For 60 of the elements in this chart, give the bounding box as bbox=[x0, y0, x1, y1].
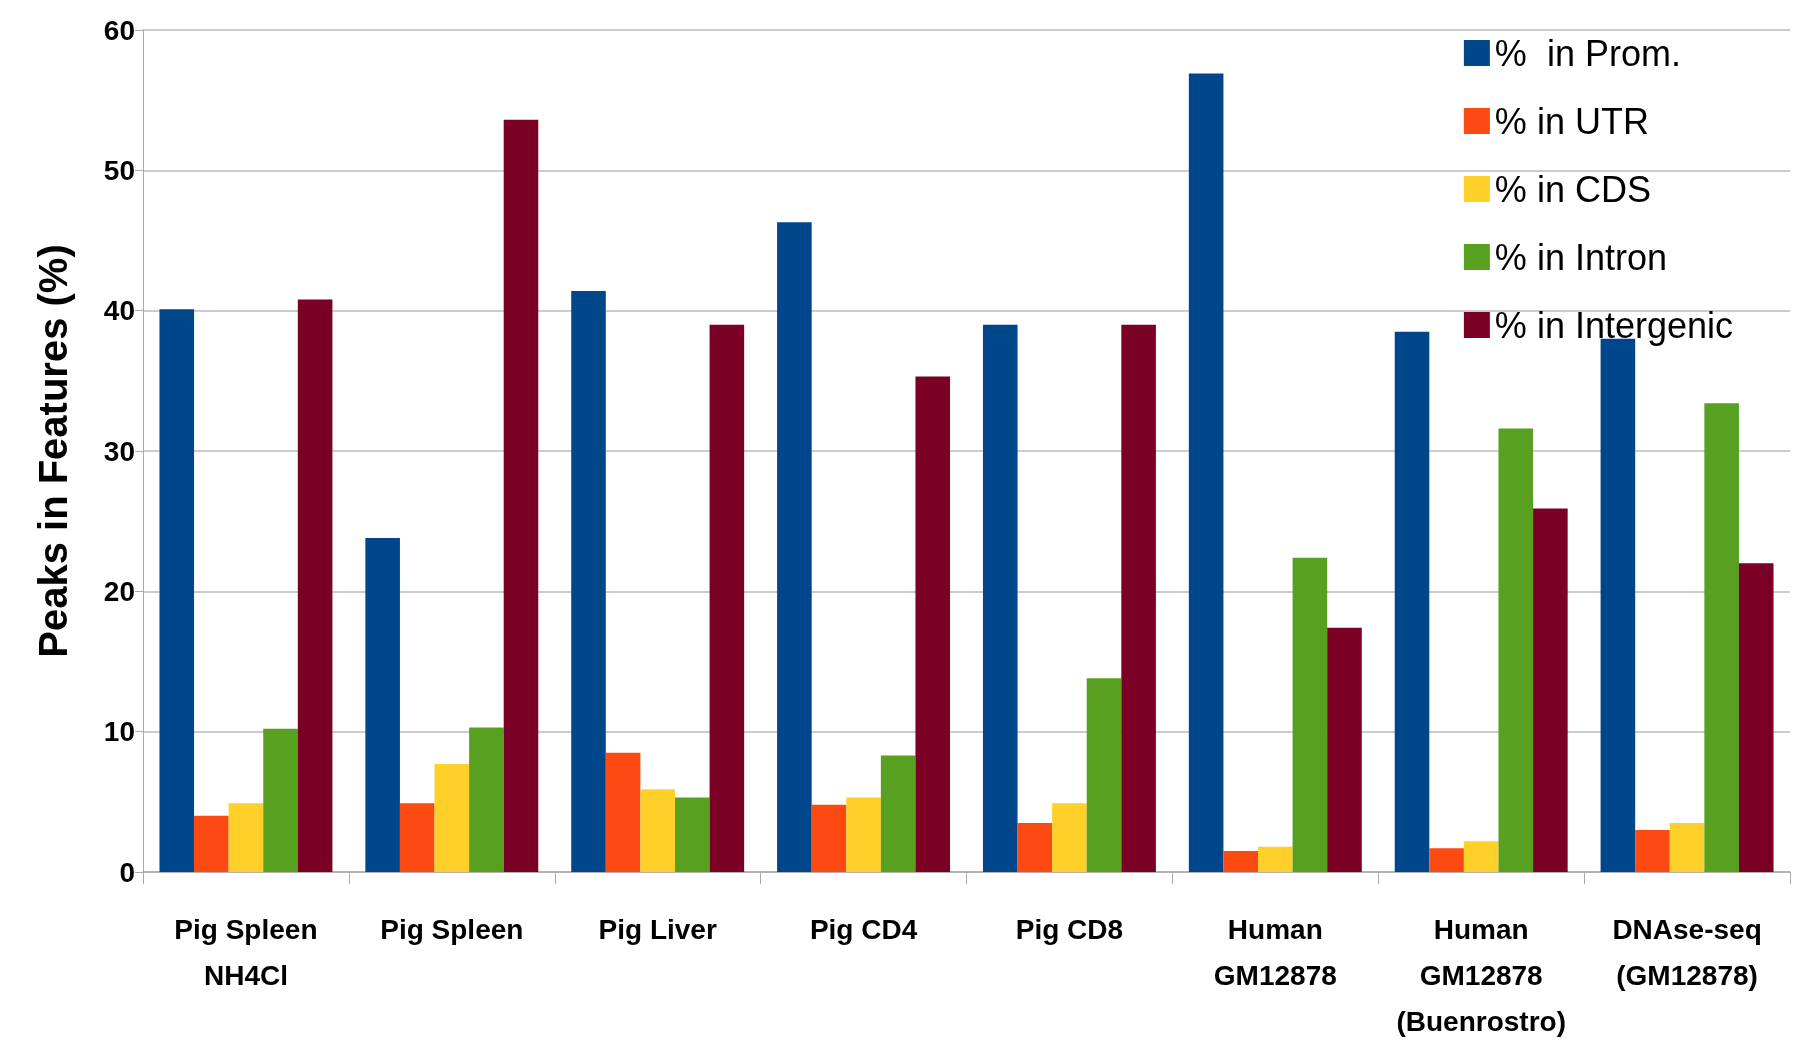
legend-label: % in Intergenic bbox=[1494, 304, 1734, 346]
bar bbox=[777, 222, 812, 872]
bar bbox=[1498, 428, 1534, 872]
x-tick-label: Pig CD8 bbox=[1015, 913, 1124, 945]
y-tick-label: 60 bbox=[103, 14, 135, 46]
bar bbox=[1394, 331, 1430, 872]
legend-label: % in Prom. bbox=[1494, 32, 1681, 74]
y-tick-label: 40 bbox=[103, 295, 135, 327]
bar bbox=[1017, 822, 1053, 872]
x-tick-label: Pig CD4 bbox=[809, 913, 918, 945]
bar bbox=[1669, 822, 1705, 872]
bar bbox=[1327, 627, 1362, 872]
y-tick-label: 20 bbox=[103, 575, 135, 607]
bar bbox=[399, 803, 435, 872]
bar bbox=[571, 291, 606, 872]
bar bbox=[640, 789, 675, 872]
bar bbox=[1704, 403, 1739, 872]
bar bbox=[159, 309, 195, 872]
bar bbox=[503, 119, 539, 872]
bar bbox=[297, 299, 333, 872]
bar bbox=[434, 763, 470, 872]
bar bbox=[982, 324, 1018, 872]
bar bbox=[605, 752, 641, 872]
bar bbox=[811, 804, 847, 872]
bar bbox=[846, 797, 881, 872]
bar bbox=[365, 538, 400, 872]
bar bbox=[1052, 803, 1087, 872]
bar bbox=[1635, 829, 1670, 872]
x-tick-label: DNAse-seq (GM12878) bbox=[1612, 913, 1762, 991]
bar bbox=[1188, 73, 1224, 872]
x-tick-label: Human GM12878 (Buenrostro) bbox=[1396, 913, 1566, 1037]
bar bbox=[1429, 848, 1464, 872]
legend-label: % in CDS bbox=[1494, 168, 1651, 210]
y-axis-title: Peaks in Features (%) bbox=[31, 244, 75, 658]
x-tick-label: Pig Spleen bbox=[380, 913, 524, 945]
bar bbox=[709, 324, 745, 872]
legend-label: % in UTR bbox=[1494, 100, 1649, 142]
y-tick-label: 30 bbox=[103, 435, 135, 467]
y-tick-label: 10 bbox=[103, 716, 135, 748]
bar bbox=[1223, 850, 1259, 872]
x-tick-label: Human GM12878 bbox=[1213, 913, 1337, 991]
bar bbox=[263, 728, 298, 872]
bar bbox=[1463, 841, 1499, 872]
bar bbox=[915, 376, 951, 872]
bar bbox=[1121, 324, 1156, 872]
bar bbox=[469, 727, 504, 872]
bar bbox=[1533, 508, 1568, 872]
y-tick-label: 50 bbox=[103, 154, 135, 186]
legend-label: % in Intron bbox=[1494, 236, 1667, 278]
bar bbox=[1258, 846, 1293, 872]
bar bbox=[880, 755, 916, 872]
bar bbox=[674, 797, 710, 872]
bar bbox=[228, 803, 264, 872]
bar bbox=[1738, 563, 1774, 872]
bar bbox=[1292, 557, 1328, 872]
y-tick-label: 0 bbox=[119, 856, 135, 888]
x-tick-label: Pig Liver bbox=[598, 913, 717, 945]
bar bbox=[1086, 678, 1122, 872]
x-tick-label: Pig Spleen NH4Cl bbox=[174, 913, 318, 991]
bar bbox=[194, 815, 229, 872]
